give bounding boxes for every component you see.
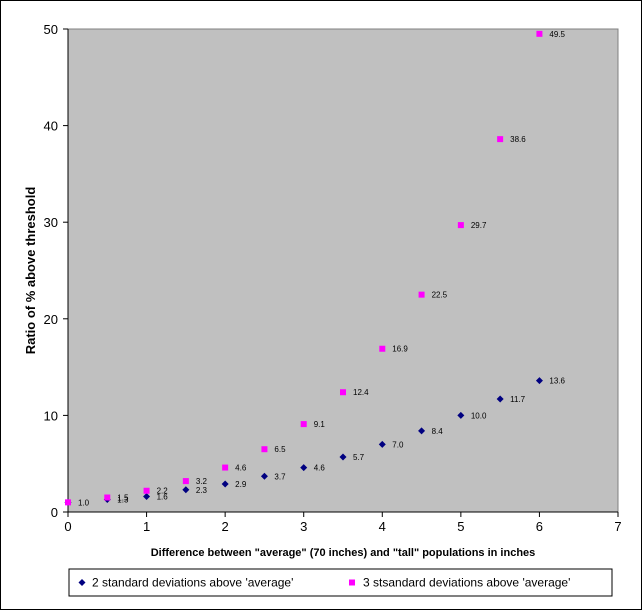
data-label: 10.0 — [471, 411, 487, 420]
data-label: 11.7 — [510, 395, 526, 404]
y-axis-title: Ratio of % above threshold — [23, 187, 38, 355]
data-label: 2.9 — [235, 480, 247, 489]
point-diamond — [418, 427, 426, 435]
data-label: 29.7 — [471, 221, 487, 230]
point-square — [340, 389, 346, 396]
point-diamond — [143, 493, 151, 501]
point-square — [143, 487, 150, 494]
data-label: 2.3 — [196, 486, 208, 495]
data-label: 22.5 — [432, 291, 448, 300]
point-square — [536, 30, 543, 37]
point-diamond — [221, 480, 229, 488]
x-tick-label: 6 — [536, 519, 543, 534]
point-square — [261, 446, 268, 453]
data-label: 3.7 — [274, 472, 286, 481]
data-label: 16.9 — [392, 345, 408, 354]
y-tick-label: 0 — [51, 505, 58, 520]
data-label: 2.2 — [157, 487, 169, 496]
data-label: 1.3 — [117, 495, 129, 504]
x-axis-ticks: 0 1 2 3 4 5 6 7 — [64, 512, 622, 534]
legend-marker-diamond — [78, 579, 86, 586]
legend-label-series-2: 3 stsandard deviations above 'average' — [363, 576, 570, 590]
data-label: 1.5 — [117, 494, 129, 503]
data-label: 9.1 — [314, 420, 326, 429]
data-label: 49.5 — [549, 30, 565, 39]
point-diamond — [182, 486, 190, 494]
point-diamond — [339, 453, 347, 461]
legend-marker-square — [349, 579, 355, 586]
x-axis-title: Difference between "average" (70 inches)… — [151, 547, 536, 559]
point-square — [300, 421, 307, 428]
point-square — [418, 291, 425, 298]
point-square — [222, 464, 229, 471]
data-label: 12.4 — [353, 388, 369, 397]
point-diamond — [457, 411, 465, 419]
y-tick-label: 10 — [44, 408, 58, 423]
y-tick-label: 50 — [44, 22, 58, 37]
data-label: 13.6 — [549, 377, 565, 386]
point-square — [457, 222, 464, 229]
data-label: 5.7 — [353, 453, 365, 462]
legend-box — [68, 568, 613, 597]
legend-label-series-1: 2 standard deviations above 'average' — [92, 576, 293, 590]
data-label: 4.6 — [235, 464, 247, 473]
data-points — [64, 30, 543, 506]
x-tick-label: 5 — [457, 519, 464, 534]
data-label: 1.0 — [78, 498, 90, 507]
point-square — [182, 478, 189, 485]
point-square — [497, 136, 504, 143]
y-axis-ticks: 0 10 20 30 40 50 — [44, 22, 68, 520]
plot-area — [67, 28, 619, 513]
data-label: 4.6 — [314, 464, 326, 473]
point-square — [104, 494, 111, 501]
x-tick-label: 2 — [222, 519, 229, 534]
data-label: 1.6 — [157, 493, 169, 502]
data-label: 8.4 — [432, 427, 444, 436]
x-tick-label: 3 — [300, 519, 307, 534]
data-label: 6.5 — [274, 445, 286, 454]
data-label: 38.6 — [510, 135, 526, 144]
y-tick-label: 20 — [44, 312, 58, 327]
point-diamond — [535, 377, 543, 385]
point-square — [65, 499, 71, 506]
x-tick-label: 4 — [379, 519, 386, 534]
point-diamond — [378, 440, 386, 448]
x-tick-label: 1 — [143, 519, 150, 534]
data-label: 3.2 — [196, 477, 208, 486]
data-labels: 1.3 1.6 2.3 2.9 3.7 4.6 5.7 7.0 8.4 10.0 11.7 13.6 1… — [78, 30, 566, 508]
y-tick-label: 30 — [44, 215, 58, 230]
axes — [67, 29, 618, 513]
legend: 2 standard deviations above 'average' 3 … — [68, 568, 613, 597]
x-tick-label: 0 — [64, 519, 71, 534]
data-label: 7.0 — [392, 440, 404, 449]
x-tick-label: 7 — [614, 519, 621, 534]
point-diamond — [300, 464, 308, 472]
point-square — [379, 345, 386, 352]
point-diamond — [260, 472, 268, 480]
y-tick-label: 40 — [44, 119, 58, 134]
point-diamond — [496, 395, 504, 403]
